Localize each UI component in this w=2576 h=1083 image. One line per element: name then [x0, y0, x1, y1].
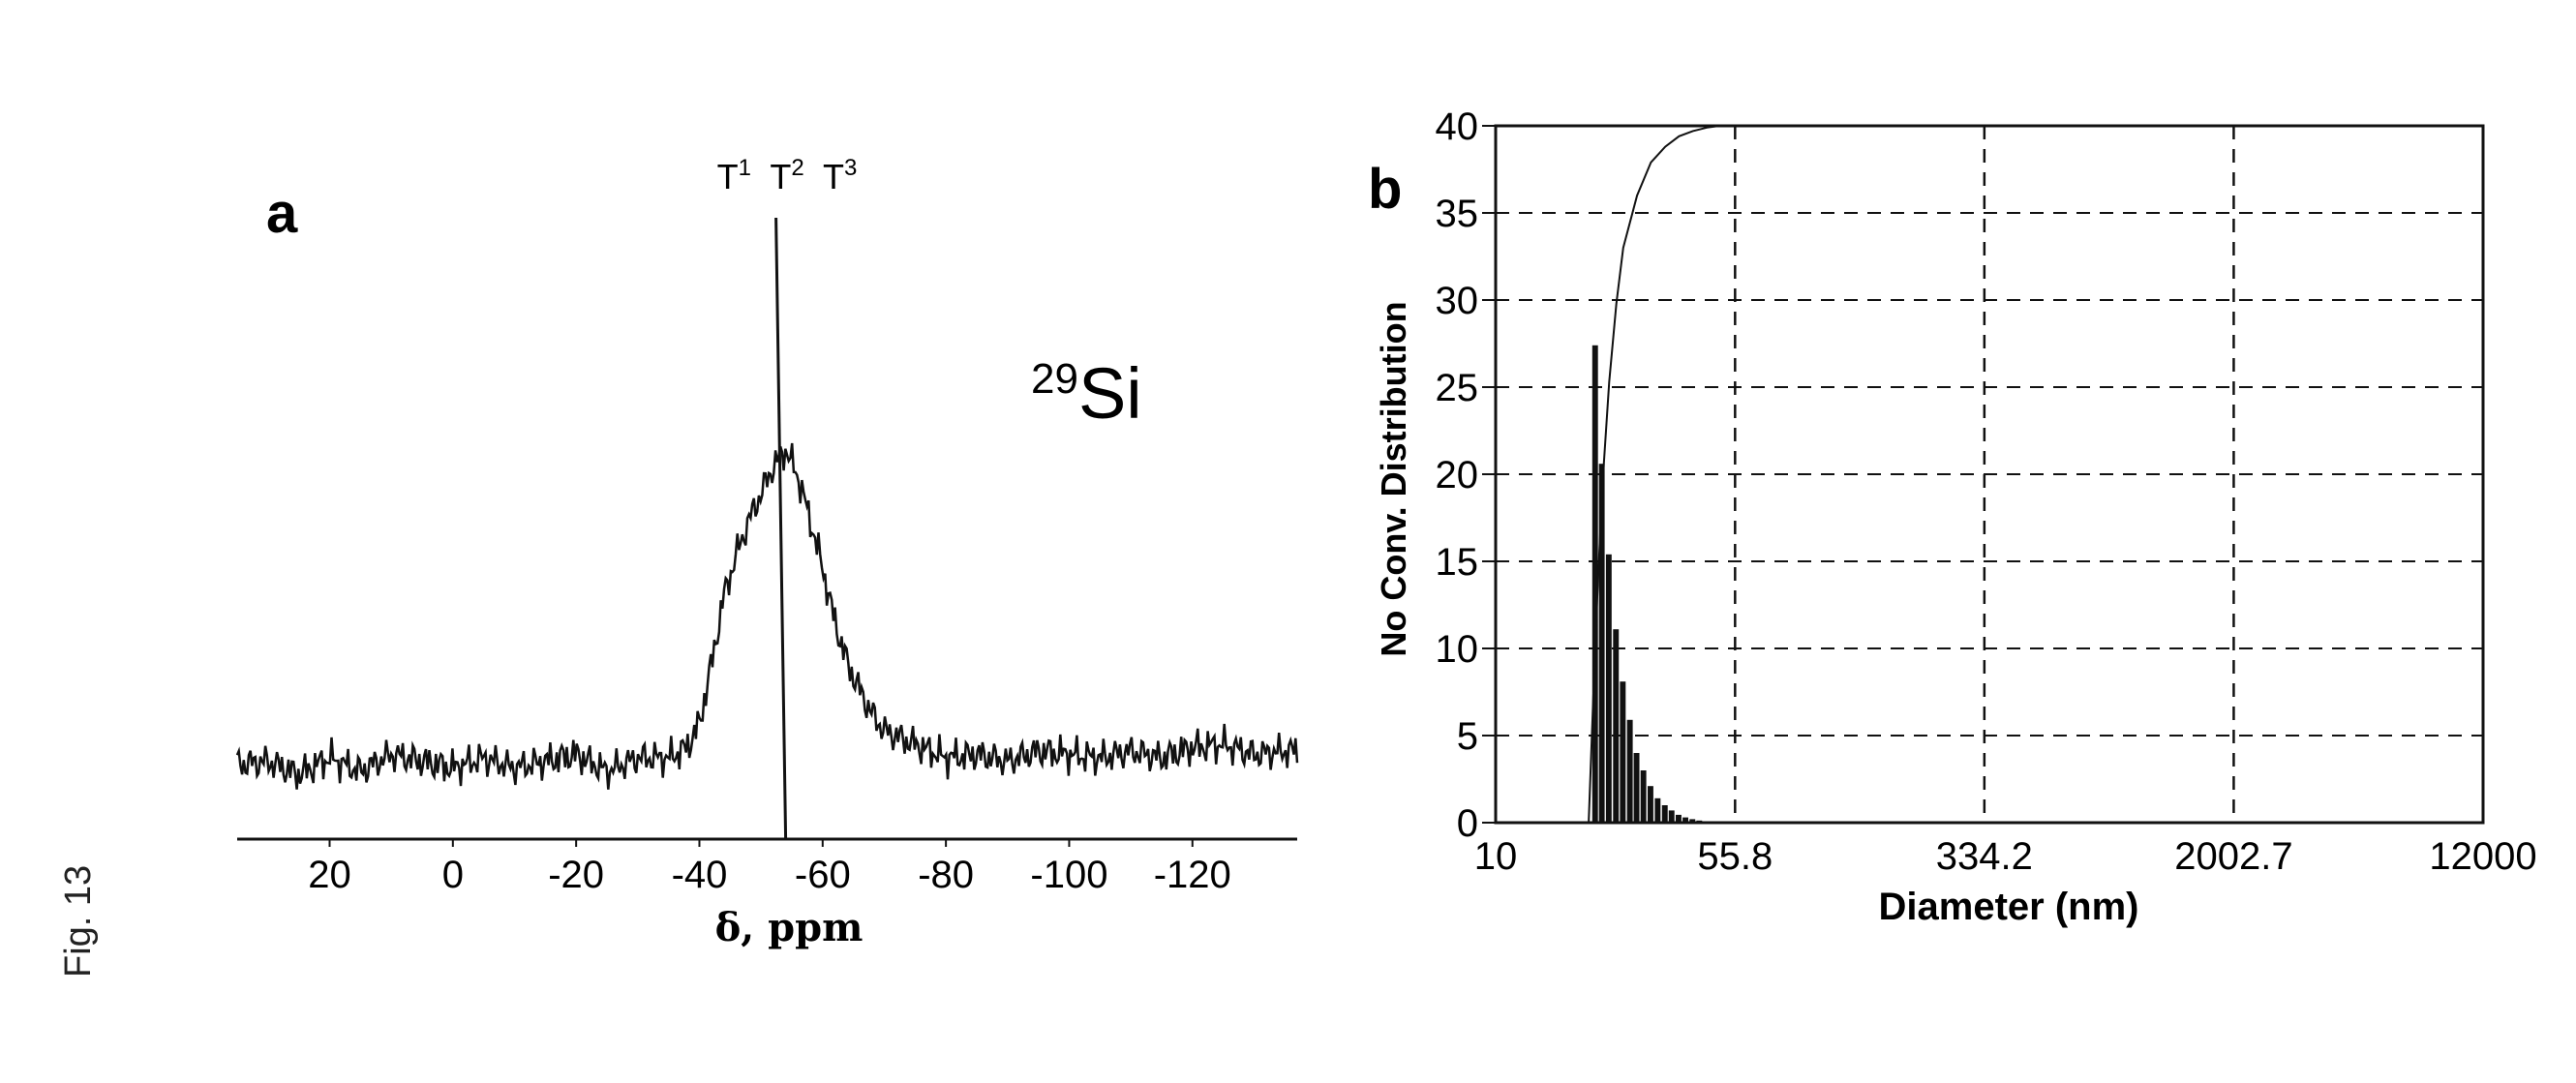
histogram-bar	[1605, 554, 1612, 823]
histogram-bar	[1682, 817, 1688, 823]
histogram-bar	[1620, 681, 1626, 823]
figure-caption: Fig. 13	[58, 864, 99, 978]
histogram-bar	[1696, 820, 1703, 823]
y-tick-label: 20	[1436, 454, 1479, 496]
histogram-bar	[1711, 822, 1717, 823]
histogram-bar	[1633, 753, 1640, 823]
x-tick-labels: 10 55.8 334.2 2002.7 12000	[1474, 835, 2537, 878]
histogram-bar	[1703, 821, 1710, 823]
y-tick-label: 40	[1436, 105, 1479, 148]
x-tick-labels: 20 0 -20 -40 -60 -80 -100 -120	[308, 839, 1231, 896]
y-tick-label: 10	[1436, 628, 1479, 671]
peak-label-t3: T	[823, 157, 844, 196]
x-axis-label: δ, ppm	[715, 905, 864, 950]
nucleus-symbol: Si	[1078, 353, 1142, 434]
histogram-bar	[1626, 719, 1633, 823]
histogram-bar	[1689, 819, 1696, 823]
y-tick-labels: 0 5 10 15 20 25 30 35 40	[1436, 105, 1496, 845]
histogram-bar	[1648, 786, 1653, 823]
histogram-bar	[1661, 805, 1668, 823]
y-axis-label: No Conv. Distribution	[1374, 301, 1413, 656]
x-tick-label: 2002.7	[2174, 835, 2292, 878]
histogram-bar	[1676, 814, 1682, 823]
x-tick-label: -80	[918, 854, 974, 896]
nucleus-label: 29Si	[1031, 353, 1142, 434]
histogram-bar	[1668, 810, 1675, 823]
x-tick-label: -40	[672, 854, 728, 896]
x-tick-label: -60	[795, 854, 851, 896]
grid-lines	[1496, 125, 2483, 823]
size-distribution-panel: b 0 5 10 15 20 25 30 35 40 10 55.8 334.2 2002.7 1200…	[1368, 105, 2537, 928]
peak-label-t1: T	[717, 157, 739, 196]
cumulative-curve	[1588, 125, 2483, 824]
y-tick-label: 5	[1457, 715, 1478, 758]
x-tick-label: 10	[1474, 835, 1518, 878]
peak-marker-line	[774, 217, 788, 840]
x-axis-label: Diameter (nm)	[1879, 886, 2139, 928]
peak-label-t1-sup: 1	[739, 155, 751, 181]
histogram-bars	[1591, 345, 1717, 823]
x-tick-label: 20	[308, 854, 351, 896]
x-tick-label: 12000	[2429, 835, 2536, 878]
histogram-bar	[1613, 629, 1620, 823]
y-tick-label: 25	[1436, 367, 1479, 409]
spectrum-trace	[235, 442, 1299, 790]
x-tick-label: -100	[1030, 854, 1107, 896]
peak-label-t2: T	[770, 157, 791, 196]
histogram-bar	[1591, 345, 1598, 823]
x-tick-label: 334.2	[1936, 835, 2033, 878]
y-tick-label: 30	[1436, 280, 1479, 322]
x-tick-label: -20	[548, 854, 604, 896]
peak-label-t2-sup: 2	[791, 155, 803, 181]
nmr-spectrum-panel: a 20 0 -20 -40 -60 -80 -100 -120 δ, ppm T1 T2 T…	[235, 143, 1299, 950]
y-tick-label: 15	[1436, 541, 1479, 584]
peak-labels: T1 T2 T3	[717, 143, 858, 196]
x-tick-label: 0	[442, 854, 464, 896]
y-tick-label: 35	[1436, 193, 1479, 235]
histogram-bar	[1640, 770, 1647, 823]
x-tick-label: -120	[1154, 854, 1231, 896]
nucleus-mass-number: 29	[1031, 355, 1078, 403]
panel-a-letter: a	[266, 182, 298, 245]
panel-b-letter: b	[1368, 158, 1402, 221]
x-tick-label: 55.8	[1697, 835, 1773, 878]
y-tick-label: 0	[1457, 802, 1478, 845]
histogram-bar	[1654, 797, 1661, 823]
histogram-bar	[1598, 464, 1605, 823]
peak-label-t3-sup: 3	[844, 155, 857, 181]
